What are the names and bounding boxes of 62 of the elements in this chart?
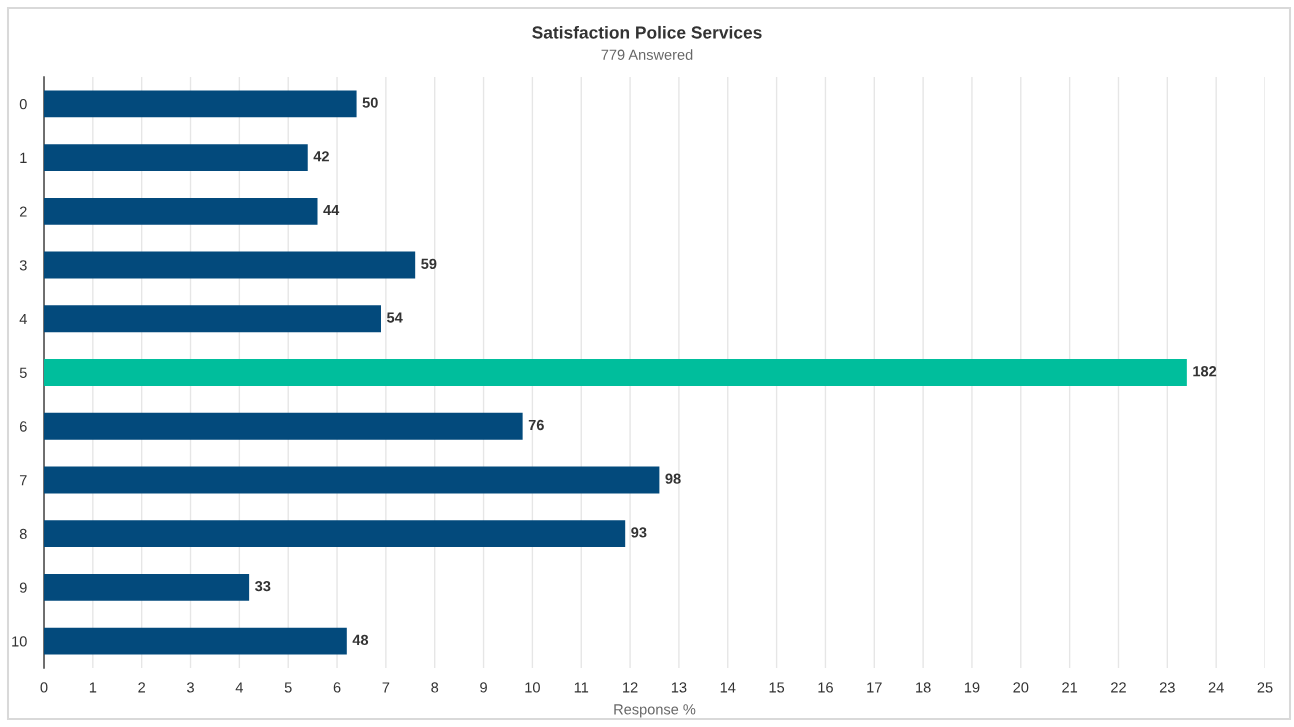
bar xyxy=(44,90,357,118)
annotation: 59 xyxy=(421,258,437,269)
y-tick-label: 2 xyxy=(19,206,27,217)
y-tick-label: 10 xyxy=(12,636,27,647)
x-tick-label: 10 xyxy=(525,682,540,693)
bar xyxy=(44,466,660,494)
x-tick-label: 18 xyxy=(916,682,931,693)
y-tick-label: 4 xyxy=(19,314,27,325)
x-tick-label: 4 xyxy=(235,682,243,693)
annotation: 98 xyxy=(665,473,681,484)
annotation: 76 xyxy=(528,419,544,431)
bar xyxy=(44,573,250,601)
bar xyxy=(44,251,416,279)
x-tick-label: 5 xyxy=(284,682,292,693)
y-tick-label: 7 xyxy=(19,475,27,486)
x-tick-label: 19 xyxy=(964,682,980,693)
x-tick-label: 22 xyxy=(1111,682,1126,693)
bar xyxy=(44,359,1187,386)
y-tick-label: 5 xyxy=(19,367,27,378)
x-tick-label: 16 xyxy=(818,682,833,693)
y-tick-label: 9 xyxy=(19,582,27,593)
x-tick-label: 21 xyxy=(1062,682,1078,693)
bar xyxy=(44,412,523,440)
x-tick-label: 3 xyxy=(187,682,194,693)
x-tick-label: 12 xyxy=(623,682,638,693)
y-tick-label: 1 xyxy=(20,152,27,163)
annotation: 50 xyxy=(362,97,378,108)
annotation: 44 xyxy=(323,205,340,216)
bar xyxy=(44,520,626,548)
x-tick-label: 20 xyxy=(1013,682,1029,693)
y-tick-label: 3 xyxy=(19,260,27,271)
annotation: 48 xyxy=(352,634,369,646)
x-tick-label: 7 xyxy=(382,682,390,693)
annotation: 42 xyxy=(313,151,329,162)
chart-title: Satisfaction Police Services xyxy=(532,25,762,39)
x-tick-label: 23 xyxy=(1159,682,1175,693)
x-tick-label: 2 xyxy=(138,682,145,693)
x-tick-label: 14 xyxy=(720,682,736,693)
chart-subtitle: 779 Answered xyxy=(601,49,693,60)
x-axis-title: Response % xyxy=(614,704,696,718)
x-tick-label: 25 xyxy=(1257,682,1273,693)
y-tick-label: 8 xyxy=(19,528,27,540)
bar xyxy=(44,197,318,225)
x-tick-label: 11 xyxy=(574,682,589,693)
x-tick-label: 6 xyxy=(333,682,341,693)
x-tick-label: 13 xyxy=(671,682,687,693)
x-tick-label: 0 xyxy=(40,682,48,693)
x-tick-label: 8 xyxy=(431,682,439,693)
bar xyxy=(44,305,381,333)
y-tick-label: 6 xyxy=(19,421,27,432)
bar xyxy=(44,627,347,655)
annotation: 54 xyxy=(387,312,403,323)
x-tick-label: 15 xyxy=(769,682,785,693)
x-tick-label: 9 xyxy=(480,682,487,693)
annotation: 33 xyxy=(255,581,271,592)
y-tick-label: 0 xyxy=(19,98,27,110)
bar xyxy=(44,144,308,172)
x-tick-label: 1 xyxy=(89,682,97,693)
x-tick-label: 17 xyxy=(867,682,882,693)
annotation: 93 xyxy=(631,527,647,538)
x-tick-label: 24 xyxy=(1208,682,1224,693)
annotation: 182 xyxy=(1193,366,1217,377)
